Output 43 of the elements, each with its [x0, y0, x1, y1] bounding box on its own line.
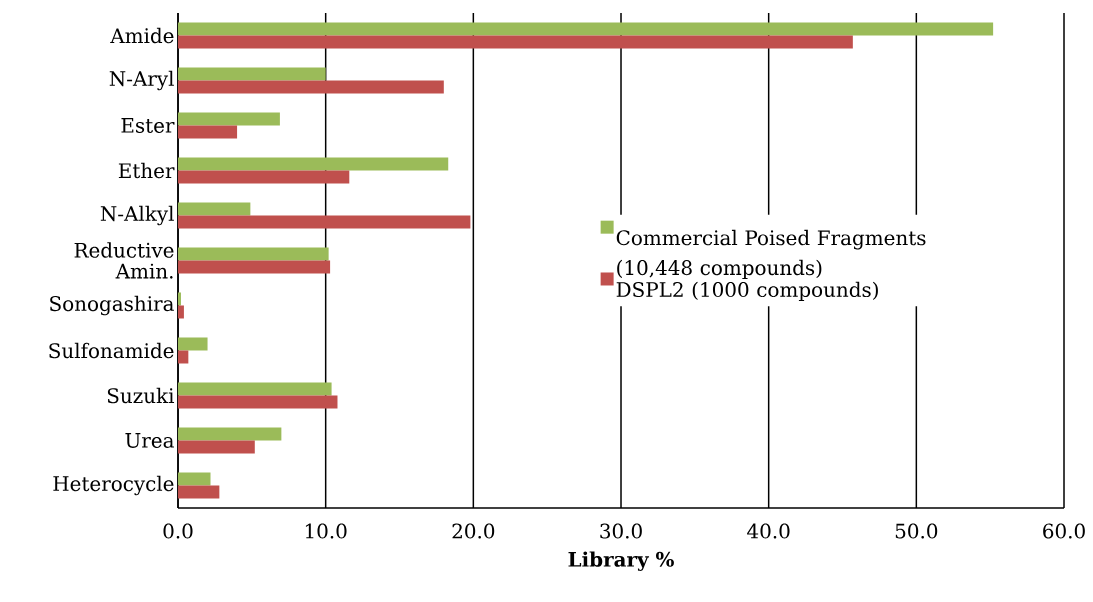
- bar: [178, 382, 332, 396]
- legend-label: Commercial Poised Fragments (10,448 compounds): [616, 229, 926, 280]
- y-tick-label: Urea: [125, 433, 174, 448]
- y-tick-label: Reductive Amin.: [74, 242, 174, 279]
- bar: [178, 67, 326, 81]
- x-axis-title: Library %: [568, 551, 674, 571]
- bar: [178, 305, 184, 319]
- bar: [178, 247, 329, 261]
- bar: [178, 125, 238, 139]
- bar: [178, 350, 189, 364]
- bar: [178, 157, 449, 171]
- bar: [178, 112, 280, 126]
- bar: [178, 485, 220, 499]
- x-tick-label: 40.0: [747, 523, 790, 539]
- x-tick-label: 10.0: [305, 523, 347, 539]
- y-tick-label: Amide: [110, 27, 174, 44]
- bar: [178, 395, 338, 409]
- bar: [178, 170, 350, 184]
- bar: [178, 22, 994, 36]
- bar: [178, 35, 853, 49]
- bar: [178, 337, 208, 351]
- legend-label: DSPL2 (1000 compounds): [616, 281, 878, 301]
- x-tick-label: 60.0: [1043, 523, 1085, 539]
- y-tick-label: Ester: [121, 118, 175, 133]
- bar: [178, 427, 282, 441]
- bar: [178, 260, 331, 274]
- y-tick-label: Sonogashira: [50, 295, 174, 316]
- y-tick-label: N-Aryl: [109, 70, 174, 91]
- x-tick-label: 20.0: [452, 523, 495, 539]
- y-tick-label: Heterocycle: [53, 475, 174, 496]
- bar: [178, 80, 444, 94]
- bar: [178, 440, 255, 454]
- x-tick-label: 0.0: [163, 523, 193, 539]
- bar: [178, 292, 181, 306]
- y-tick-label: Ether: [118, 162, 175, 179]
- x-tick-label: 30.0: [600, 523, 642, 539]
- bar: [178, 472, 211, 486]
- y-tick-label: N-Alkyl: [100, 205, 174, 226]
- y-tick-label: Sulfonamide: [49, 342, 174, 359]
- bar: [178, 215, 471, 229]
- y-tick-label: Suzuki: [107, 387, 175, 404]
- bar: [178, 202, 251, 216]
- x-tick-label: 50.0: [895, 523, 938, 539]
